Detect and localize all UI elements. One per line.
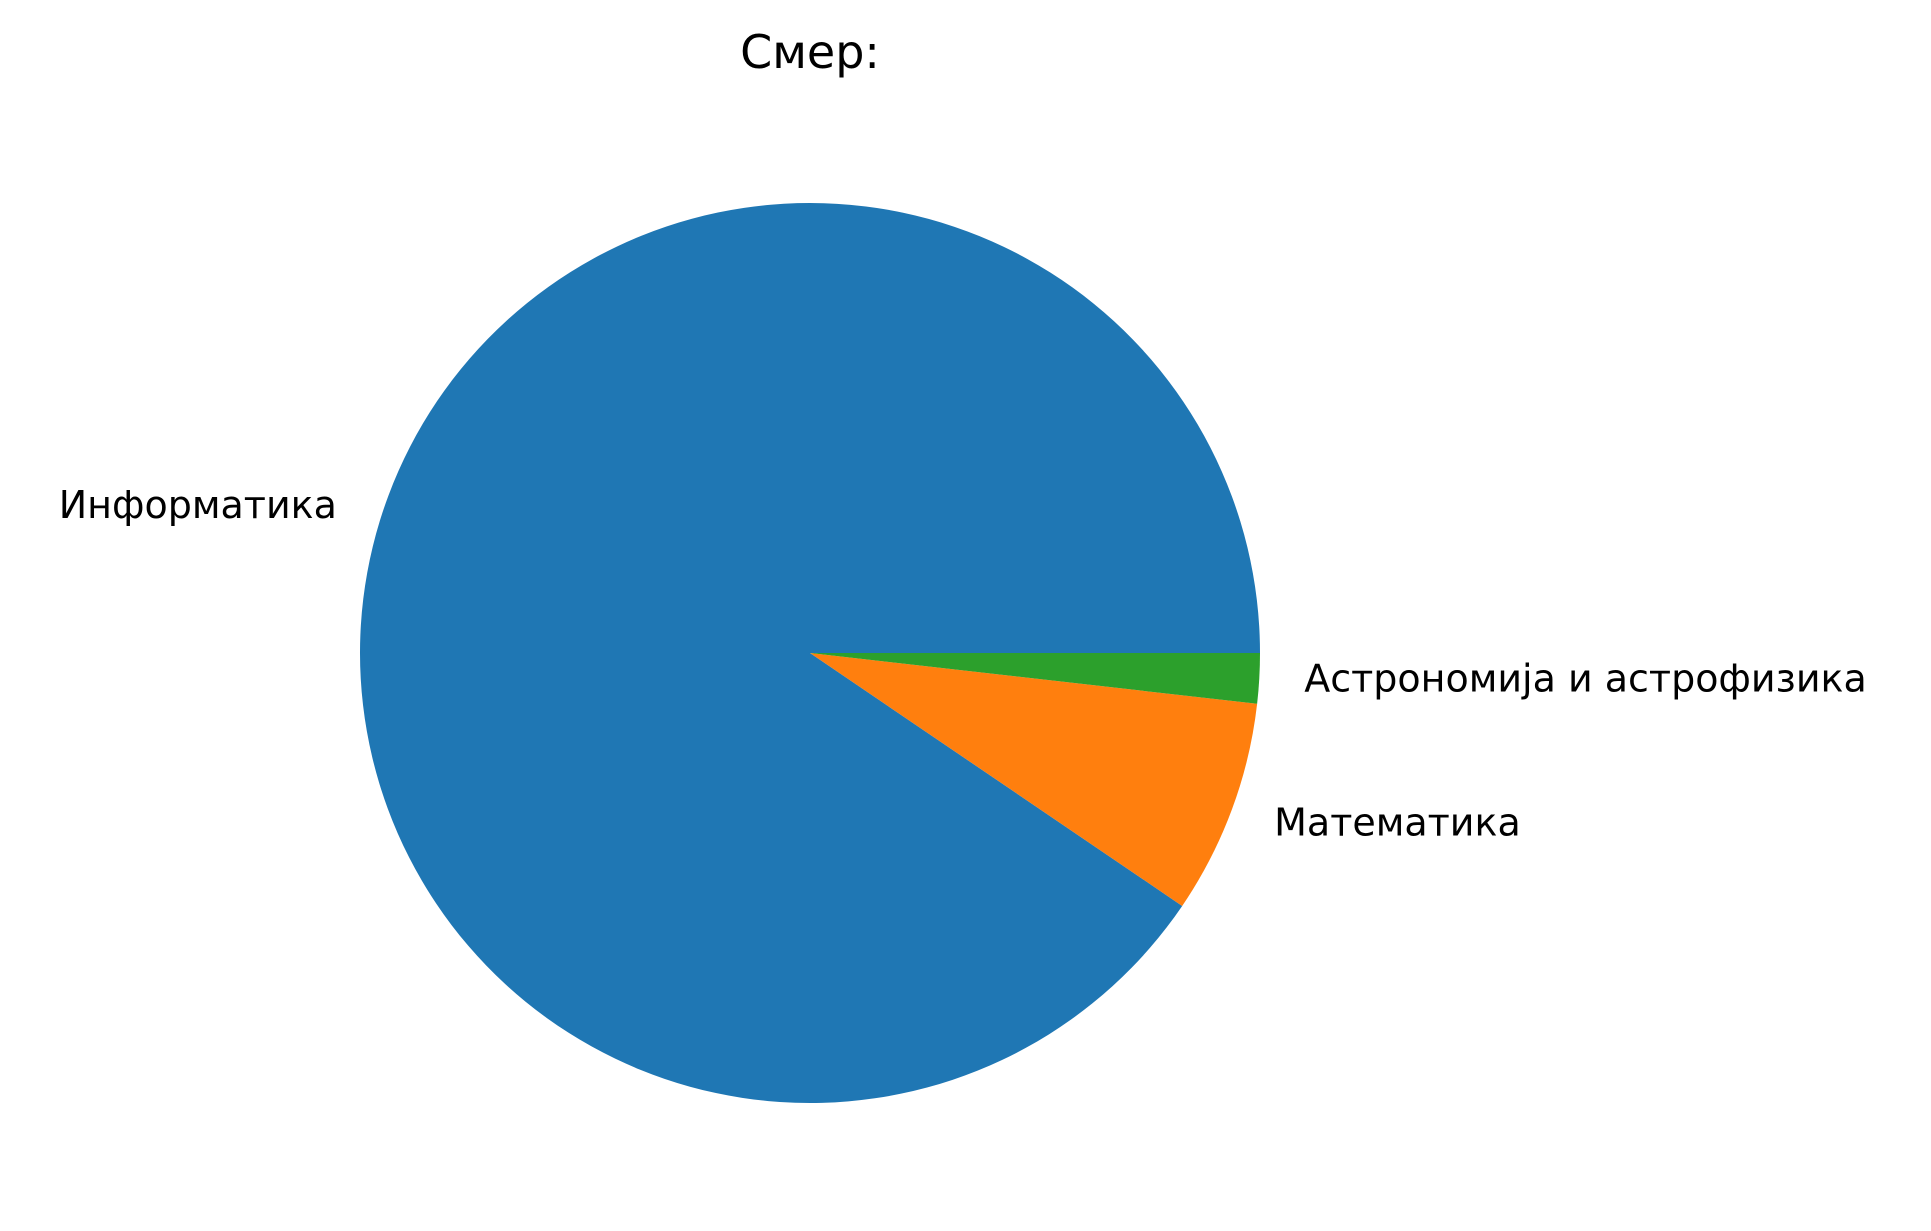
chart-title: Смер:	[740, 25, 880, 79]
pie-slices	[359, 203, 1260, 1104]
pie-slice-0	[359, 203, 1260, 1104]
pie-labels: Информатика Математика Астрономија и астро…	[59, 483, 1867, 845]
pie-slice-2	[810, 653, 1260, 704]
slice-label-2: Астрономија и астрофизика	[1304, 656, 1867, 700]
slice-label-1: Математика	[1274, 801, 1521, 845]
pie-slice-1	[810, 653, 1258, 906]
slice-label-0: Информатика	[59, 483, 337, 527]
